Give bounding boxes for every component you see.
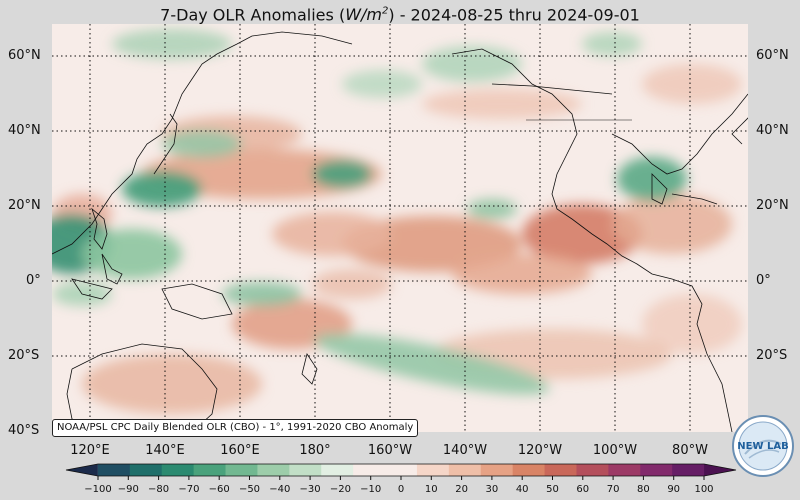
colorbar-segment (129, 464, 163, 476)
colorbar-segment (321, 464, 354, 476)
colorbar-tick-label: 100 (694, 484, 714, 495)
lon-label: 140°W (442, 443, 488, 458)
colorbar-tick-label: −90 (117, 484, 139, 495)
colorbar-tick-label: −70 (178, 484, 200, 495)
colorbar-segments (65, 463, 737, 477)
lat-label-right: 40°N (756, 123, 789, 138)
colorbar (65, 463, 737, 480)
colorbar-segment (257, 464, 290, 476)
colorbar-segment (385, 464, 418, 476)
anomaly-field (52, 29, 742, 414)
colorbar-tick-label: −40 (269, 484, 291, 495)
colorbar-segment (544, 464, 577, 476)
colorbar-segment (416, 464, 450, 476)
colorbar-tick-label: 50 (546, 484, 559, 495)
colorbar-tick-label: −50 (238, 484, 261, 495)
colorbar-ticks (97, 476, 705, 480)
lon-label: 80°W (672, 443, 708, 458)
colorbar-segment (289, 464, 322, 476)
colorbar-tick-label: 90 (667, 484, 681, 495)
colorbar-tick-label: −80 (148, 484, 170, 495)
colorbar-tick-label: −30 (299, 484, 321, 495)
data-source-credit: NOAA/PSL CPC Daily Blended OLR (CBO) - 1… (52, 419, 419, 437)
lat-label-right: 20°S (756, 348, 788, 363)
coastlines (52, 31, 748, 432)
colorbar-segment (640, 464, 673, 476)
lon-label: 120°W (517, 443, 563, 458)
graticule (52, 24, 748, 432)
colorbar-segment (225, 464, 258, 476)
lat-label-right: 60°N (756, 48, 789, 63)
lon-label: 180° (299, 443, 331, 458)
lon-label: 160°E (220, 443, 260, 458)
colorbar-segment (353, 464, 386, 476)
lat-label-left: 20°S (8, 348, 40, 363)
colorbar-tick-label: −60 (208, 484, 230, 495)
colorbar-segment (512, 464, 546, 476)
colorbar-segment (672, 464, 705, 476)
colorbar-tick-label: 40 (515, 484, 529, 495)
lab-logo: NEW LAB (732, 415, 794, 477)
colorbar-segment (193, 464, 227, 476)
colorbar-segment (704, 464, 736, 476)
lat-label-left: 40°S (8, 423, 40, 438)
lat-label-left: 40°N (8, 123, 41, 138)
colorbar-segment (97, 464, 131, 476)
colorbar-segment (608, 464, 641, 476)
colorbar-tick-label: 10 (424, 484, 438, 495)
map-title: 7-Day OLR Anomalies (W/m2) - 2024-08-25 … (160, 5, 640, 25)
map-canvas (52, 24, 748, 432)
colorbar-segment (448, 464, 482, 476)
lat-label-left: 60°N (8, 48, 41, 63)
lon-label: 100°W (592, 443, 638, 458)
lon-label: 120°E (70, 443, 110, 458)
olr-anomaly-map (52, 24, 748, 432)
lon-label: 140°E (145, 443, 185, 458)
colorbar-tick-label: −10 (360, 484, 382, 495)
lat-label-right: 0° (756, 273, 771, 288)
colorbar-tick-label: −20 (329, 484, 351, 495)
logo-text: NEW LAB (737, 441, 788, 452)
colorbar-tick-label: 20 (455, 484, 468, 495)
colorbar-tick-label: 30 (485, 484, 499, 495)
colorbar-tick-label: 0 (397, 484, 405, 495)
colorbar-segment (66, 464, 98, 476)
colorbar-segment (480, 464, 514, 476)
lat-label-left: 0° (26, 273, 41, 288)
colorbar-segment (576, 464, 609, 476)
colorbar-segment (161, 464, 195, 476)
colorbar-tick-label: −100 (84, 484, 112, 495)
lat-label-right: 20°N (756, 198, 789, 213)
colorbar-tick-label: 80 (637, 484, 650, 495)
colorbar-tick-label: 60 (576, 484, 590, 495)
colorbar-tick-label: 70 (606, 484, 620, 495)
lon-label: 160°W (367, 443, 413, 458)
lat-label-left: 20°N (8, 198, 41, 213)
